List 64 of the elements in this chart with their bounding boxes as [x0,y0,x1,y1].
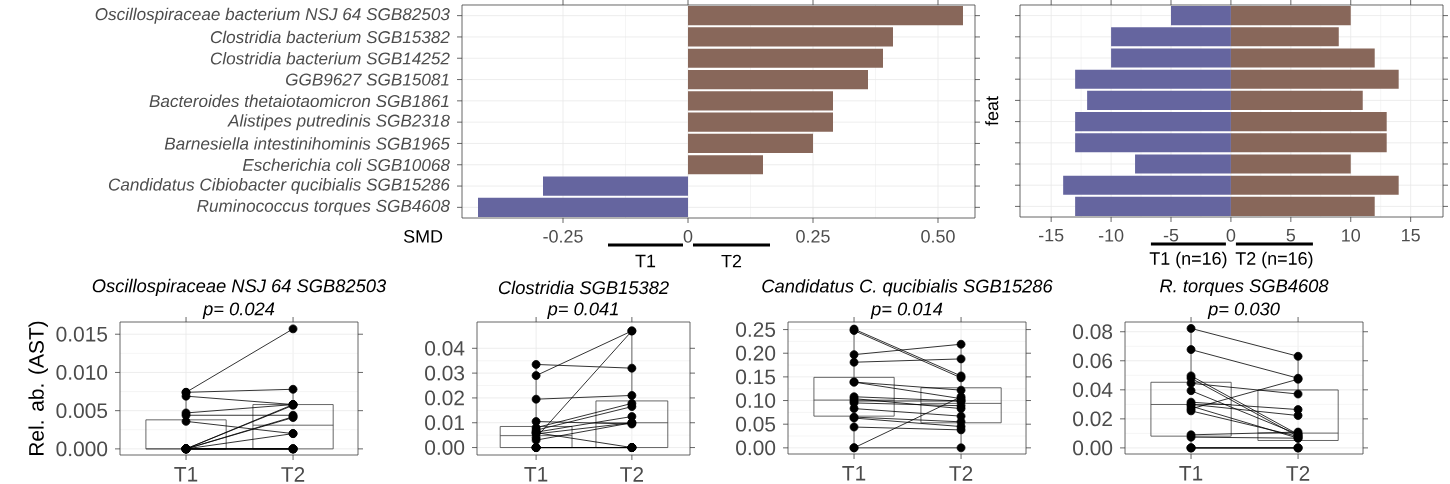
y-tick-label: Oscillospiraceae bacterium NSJ 64 SGB82503 [95,7,450,24]
y-tick-label: Ruminococcus torques SGB4608 [197,199,450,216]
x-tick-label: T1 [842,466,866,481]
y-tick-label: 0.08 [1073,324,1113,340]
chart-title: Candidatus C. qucibialis SGB15286 [762,279,1053,297]
chart-subtitle: p= 0.014 [870,302,943,320]
y-tick-label: 0.10 [736,393,776,408]
y-tick-label: 0.01 [425,415,464,431]
y-tick-label: Clostridia bacterium SGB15382 [210,30,450,44]
y-tick-label: 0.00 [425,440,465,455]
x-tick-label: -5 [1163,229,1179,242]
x-tick-label: 5 [1286,229,1296,242]
y-tick-label: Barnesiella intestinihominis SGB1965 [164,137,450,150]
y-tick-label: 0.04 [425,340,465,356]
x-tick-label: T2 [281,467,305,482]
chart-subtitle: p= 0.030 [1207,302,1280,320]
x-tick-label: -10 [1098,229,1124,242]
y-tick-label: Candidatus Cibiobacter qucibialis SGB15286 [108,178,450,195]
x-tick-label: T1 [174,467,198,482]
x-tick-label: T1 [1179,466,1203,481]
y-tick-label: GGB9627 SGB15081 [286,73,449,86]
x-tick-label: 10 [1342,229,1361,242]
y-tick-label: Alistipes putredinis SGB2318 [227,114,450,131]
y-tick-label: 0.00 [1073,440,1113,456]
y-tick-label: 0.02 [425,390,464,406]
x-tick-label: 0 [683,230,693,243]
chart-title: Oscillospiraceae NSJ 64 SGB82503 [92,278,387,296]
x-tick-label: T2 [620,467,644,482]
text: T2 [721,254,742,268]
y-tick-label: 0.00 [736,440,776,456]
y-tick-label: Bacteroides thetaiotaomicron SGB1861 [149,94,449,108]
y-tick-label: 0.04 [1073,382,1113,398]
chart-title: Clostridia SGB15382 [498,280,669,295]
x-tick-label: 0.50 [921,230,955,243]
x-tick-label: 0 [1226,229,1236,242]
x-tick-label: T1 [524,467,548,482]
y-tick-label: 0.25 [736,322,776,337]
x-tick-label: 15 [1402,229,1420,242]
x-axis-title: SMD [403,230,443,243]
y-axis-title: Rel. ab. (AST) [28,321,48,455]
y-tick-label: 0.05 [736,416,776,432]
x-tick-label: 0.25 [796,230,830,243]
x-tick-label: T2 [1286,466,1310,481]
x-tick-label: -0.25 [543,230,583,243]
text: T2 (n=16) [1235,251,1313,269]
y-tick-label: 0.03 [425,365,465,381]
x-tick-label: T2 [949,466,973,481]
y-tick-label: 0.20 [736,345,776,361]
y-tick-label: 0.02 [1073,411,1112,427]
y-tick-label: 0.015 [56,326,108,342]
y-tick-label: Escherichia coli SGB10068 [242,158,450,172]
x-tick-label: -15 [1039,229,1064,242]
y-tick-label: 0.005 [56,403,108,419]
y-tick-label: 0.06 [1073,353,1113,369]
y-tick-label: 0.010 [56,365,108,380]
y-axis-title: feat [985,96,999,126]
text: T1 [635,254,656,268]
y-tick-label: Clostridia bacterium SGB14252 [210,51,450,65]
text: T1 (n=16) [1149,251,1227,269]
y-tick-label: 0.000 [56,441,108,457]
chart-subtitle: p= 0.041 [547,302,618,320]
chart-subtitle: p= 0.024 [202,302,275,319]
chart-title: R. torques SGB4608 [1160,279,1329,296]
y-tick-label: 0.15 [736,369,776,385]
